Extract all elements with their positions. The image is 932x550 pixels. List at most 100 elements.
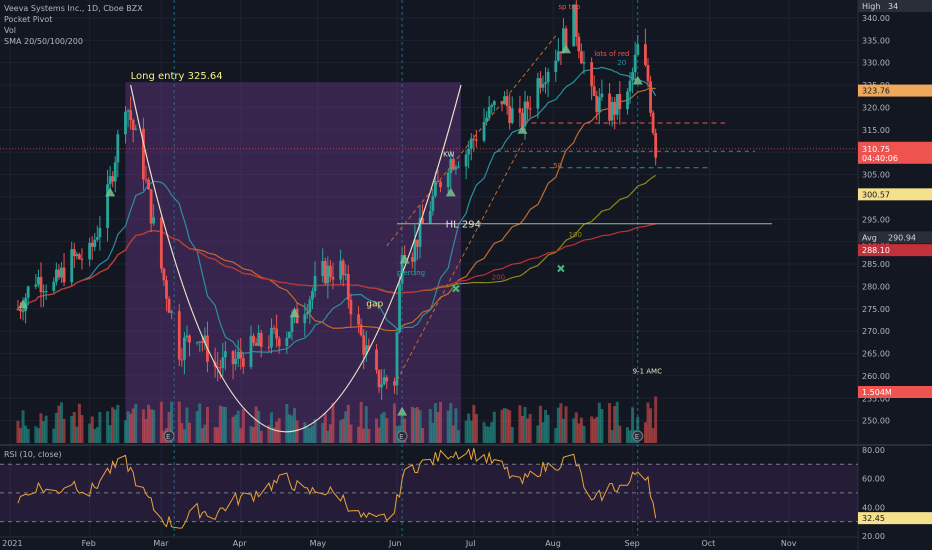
candle-body (216, 366, 220, 368)
candle-body (577, 36, 581, 52)
volume-bar (646, 402, 650, 443)
high-tag-name-bg (858, 0, 884, 12)
price-tick-label: 250.00 (862, 417, 890, 426)
candle-body (649, 81, 652, 113)
volume-bar (75, 426, 79, 443)
candle-body (142, 128, 145, 180)
volume-bar (492, 411, 496, 443)
candle-body (344, 273, 348, 276)
earnings-marker-label: E (166, 433, 170, 441)
candle-body (129, 110, 133, 121)
sma20-line (17, 66, 657, 355)
volume-bar (180, 423, 184, 443)
volume-bar (98, 411, 102, 443)
pocket-pivot-marker (517, 124, 528, 134)
volume-bar (328, 424, 332, 443)
hl-label: HL 294 (446, 220, 481, 231)
pocket-pivot-marker (561, 44, 572, 54)
candle-body (16, 308, 20, 310)
volume-bar (254, 406, 258, 443)
volume-bar (636, 416, 640, 443)
volume-bar (349, 424, 353, 443)
volume-bar (259, 430, 263, 443)
candle-body (597, 97, 601, 113)
candle-body (541, 83, 545, 88)
candle-body (252, 335, 255, 344)
volume-bar (362, 428, 366, 443)
volume-bar (24, 425, 28, 443)
volume-bar (16, 420, 20, 443)
volume-bar (357, 426, 361, 443)
volume-bar (203, 424, 207, 443)
earnings-marker-label: E (399, 433, 403, 441)
price-tick-label: 275.00 (862, 305, 890, 314)
candle-body (631, 72, 635, 81)
avg-tag-name: Avg (862, 233, 877, 242)
tag-323: 323.76 (862, 87, 890, 96)
candle-body (492, 101, 496, 106)
legend-vol[interactable]: Vol (4, 26, 16, 35)
candle-body (518, 108, 522, 113)
time-tick-label: May (310, 539, 327, 548)
volume-bar (141, 409, 145, 443)
volume-bar (418, 410, 422, 443)
rsi-title[interactable]: RSI (10, close) (4, 450, 62, 459)
volume-bar (218, 405, 222, 443)
candle-body (98, 227, 102, 238)
volume-bar (413, 408, 417, 443)
volume-bar (610, 429, 614, 443)
candle-body (382, 377, 386, 385)
cup-curve (130, 84, 462, 433)
volume-bar (528, 414, 532, 443)
rsi-last-tag: 32.45 (862, 514, 885, 523)
volume-bar (108, 425, 112, 443)
candle-body (380, 384, 384, 388)
candle-body (62, 267, 66, 283)
pocket-pivot-marker (289, 308, 300, 318)
candle-body (311, 291, 314, 300)
price-tick-label: 295.00 (862, 215, 890, 224)
volume-bar (574, 412, 578, 443)
pocket-pivot-marker (632, 75, 643, 85)
volume-bar (374, 418, 378, 443)
volume-bar (106, 411, 110, 443)
volume-bar (321, 422, 325, 443)
legend-symbol[interactable]: Veeva Systems Inc., 1D, Cboe BZX (4, 4, 143, 13)
candle-body (231, 351, 235, 365)
volume-bar (554, 428, 558, 443)
rsi-tick-label: 40.00 (862, 503, 885, 512)
volume-bar (654, 396, 658, 443)
candle-body (451, 158, 455, 170)
candle-body (328, 265, 332, 278)
gap-label: gap (366, 300, 383, 310)
volume-bar (410, 406, 414, 443)
price-tick-label: 255.00 (862, 394, 890, 403)
volume-bar (649, 408, 653, 443)
candle-body (539, 78, 542, 88)
price-tick-label: 340.00 (862, 14, 890, 23)
volume-bar (295, 420, 299, 443)
candle-body (305, 312, 309, 315)
legend-sma[interactable]: SMA 20/50/100/200 (4, 37, 83, 46)
candle-body (398, 283, 401, 333)
volume-bar (380, 413, 384, 443)
candle-body (636, 44, 640, 55)
candle-body (21, 311, 25, 313)
candle-body (57, 269, 61, 278)
volume-bar (134, 403, 138, 443)
candle-body (131, 120, 135, 130)
volume-tag-bg (858, 386, 932, 398)
candle-body (618, 94, 622, 110)
candle-body (654, 132, 658, 158)
price-tick-label: 305.00 (862, 171, 890, 180)
pocket-pivot-marker (18, 299, 29, 309)
candle-body (367, 345, 371, 350)
candle-body (249, 335, 253, 367)
volume-bar (456, 430, 460, 443)
legend-pocket-pivot[interactable]: Pocket Pivot (4, 15, 53, 24)
candle-body (177, 311, 181, 360)
sma100-tag: 100 (569, 231, 582, 239)
candle-body (223, 351, 227, 358)
